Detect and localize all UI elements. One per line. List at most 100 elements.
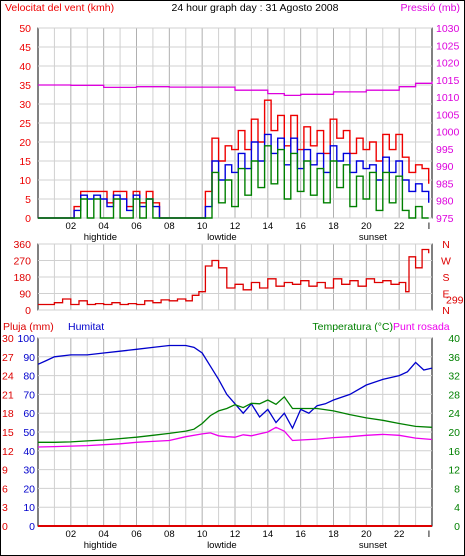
humidity-panel-x-tick: 20 — [361, 529, 372, 540]
temperature-tick-label: 12 — [448, 465, 460, 477]
temperature-tick-label: 20 — [448, 427, 460, 439]
direction-tick-label: 360 — [13, 239, 31, 251]
wind-tick-label: 45 — [19, 42, 31, 54]
rain-tick-label: 18 — [2, 408, 14, 420]
wind-panel-x-tick: 20 — [361, 221, 372, 232]
humidity-tick-label: 40 — [23, 446, 35, 458]
compass-label: E — [442, 289, 449, 301]
compass-label: S — [442, 272, 449, 284]
temperature-tick-label: 0 — [454, 521, 460, 533]
pressure-tick-label: 1030 — [436, 23, 460, 35]
rain-tick-label: 12 — [2, 446, 14, 458]
temperature-axis-title: Temperatura (°C) — [312, 321, 393, 333]
humidity-tick-label: 100 — [17, 333, 35, 345]
rain-tick-label: 15 — [2, 427, 14, 439]
rain-tick-label: 27 — [2, 352, 14, 364]
humidity-tick-label: 30 — [23, 465, 35, 477]
humidity-tick-label: 10 — [23, 502, 35, 514]
wind-series-minimum — [38, 145, 429, 219]
humidity-tick-label: 60 — [23, 408, 35, 420]
rain-tick-label: 3 — [2, 502, 8, 514]
humidity-panel-x-tick: 12 — [230, 529, 241, 540]
temperature-series — [38, 395, 433, 443]
humidity-panel-x-tick: 06 — [131, 529, 142, 540]
pressure-tick-label: 985 — [436, 178, 454, 190]
humidity-panel-x-end-marker: I — [428, 529, 431, 540]
wind-tick-label: 40 — [19, 61, 31, 73]
wind-panel-x-annotation-sunset: sunset — [359, 232, 387, 243]
wind-panel-x-tick: 22 — [394, 221, 405, 232]
direction-tick-label: 270 — [13, 256, 31, 268]
wind-panel-x-tick: 10 — [197, 221, 208, 232]
humidity-panel-x-tick: 16 — [295, 529, 306, 540]
wind-panel-x-tick: 04 — [98, 221, 109, 232]
graph-title: 24 hour graph day : 31 Agosto 2008 — [172, 2, 339, 14]
temperature-tick-label: 24 — [448, 408, 460, 420]
pressure-tick-label: 1005 — [436, 109, 460, 121]
wind-panel-x-end-marker: I — [428, 221, 431, 232]
humidity-tick-label: 80 — [23, 371, 35, 383]
temperature-tick-label: 8 — [454, 483, 460, 495]
humidity-panel-x-tick: 10 — [197, 529, 208, 540]
wind-axis-title: Velocitat del vent (kmh) — [5, 2, 114, 14]
direction-series — [38, 248, 430, 306]
wind-panel-x-annotation-hightide: hightide — [84, 232, 117, 243]
humidity-panel-x-annotation-hightide: hightide — [84, 540, 117, 551]
wind-tick-label: 10 — [19, 175, 31, 187]
humidity-tick-label: 90 — [23, 352, 35, 364]
temperature-tick-label: 40 — [448, 333, 460, 345]
temperature-tick-label: 16 — [448, 446, 460, 458]
wind-series-average — [38, 133, 430, 219]
pressure-tick-label: 1010 — [436, 92, 460, 104]
rain-axis-title: Pluja (mm) — [3, 321, 54, 333]
pressure-tick-label: 975 — [436, 213, 454, 225]
temperature-tick-label: 28 — [448, 389, 460, 401]
wind-tick-label: 50 — [19, 23, 31, 35]
temperature-tick-label: 36 — [448, 352, 460, 364]
pressure-tick-label: 980 — [436, 196, 454, 208]
pressure-tick-label: 995 — [436, 144, 454, 156]
humidity-panel-x-tick: 02 — [66, 529, 77, 540]
humidity-tick-label: 70 — [23, 389, 35, 401]
wind-tick-label: 0 — [25, 213, 31, 225]
temperature-tick-label: 4 — [454, 502, 460, 514]
wind-panel-x-tick: 02 — [66, 221, 77, 232]
direction-tick-label: 0 — [25, 305, 31, 317]
pressure-tick-label: 1025 — [436, 40, 460, 52]
humidity-panel-x-annotation-sunset: sunset — [359, 540, 387, 551]
humidity-tick-label: 0 — [29, 521, 35, 533]
compass-label: N — [442, 239, 450, 251]
humidity-panel-x-tick: 18 — [328, 529, 339, 540]
wind-tick-label: 20 — [19, 137, 31, 149]
humidity-panel-x-tick: 22 — [394, 529, 405, 540]
wind-tick-label: 15 — [19, 156, 31, 168]
wind-panel-x-tick: 12 — [230, 221, 241, 232]
humidity-panel-x-tick: 14 — [263, 529, 274, 540]
rain-tick-label: 30 — [2, 333, 14, 345]
dewpoint-series — [37, 426, 433, 448]
wind-series-gust — [38, 99, 430, 219]
pressure-tick-label: 1000 — [436, 127, 460, 139]
rain-tick-label: 6 — [2, 483, 8, 495]
wind-panel-x-tick: 08 — [164, 221, 175, 232]
humidity-tick-label: 50 — [23, 427, 35, 439]
rain-tick-label: 0 — [2, 521, 8, 533]
temperature-tick-label: 32 — [448, 371, 460, 383]
wind-tick-label: 35 — [19, 80, 31, 92]
wind-panel-x-tick: 16 — [295, 221, 306, 232]
humidity-panel-x-tick: 08 — [164, 529, 175, 540]
wind-panel-x-tick: 14 — [263, 221, 274, 232]
wind-tick-label: 30 — [19, 99, 31, 111]
wind-panel-x-tick: 06 — [131, 221, 142, 232]
pressure-tick-label: 990 — [436, 161, 454, 173]
humidity-panel-x-tick: 04 — [98, 529, 109, 540]
humidity-panel-x-annotation-lowtide: lowtide — [207, 540, 237, 551]
humidity-axis-title: Humitat — [68, 321, 104, 333]
direction-tick-label: 90 — [19, 289, 31, 301]
pressure-tick-label: 1015 — [436, 75, 460, 87]
rain-tick-label: 9 — [2, 465, 8, 477]
dewpoint-axis-title: Punt rosada — [393, 321, 450, 333]
wind-tick-label: 25 — [19, 118, 31, 130]
